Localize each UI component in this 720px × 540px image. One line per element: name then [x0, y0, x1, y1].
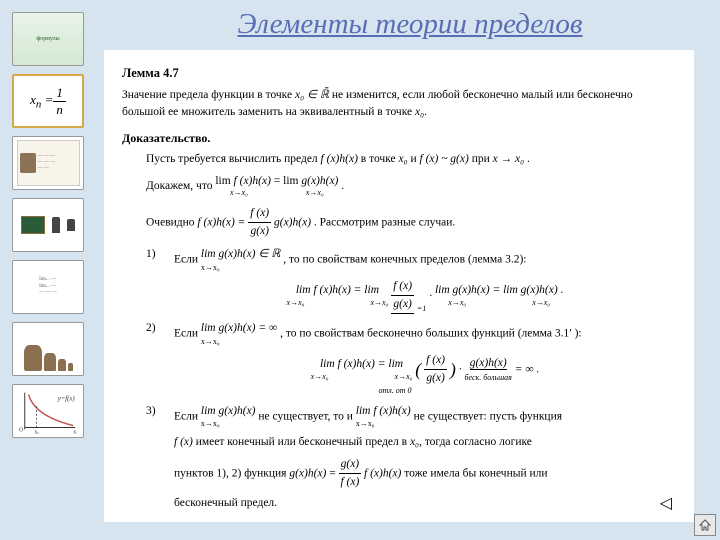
svg-text:O: O: [19, 427, 23, 433]
lemma-statement: Значение предела функции в точке x₀ ∈ ℝ̄…: [122, 87, 676, 122]
svg-text:x₀: x₀: [34, 429, 39, 434]
lemma-heading: Лемма 4.7: [122, 64, 676, 83]
slide-thumbnails: формулы xn = 1 n — — —— — —— — lim... —l…: [12, 12, 84, 438]
thumb-2[interactable]: xn = 1 n: [12, 74, 84, 128]
thumb-6[interactable]: [12, 322, 84, 376]
content-panel: Лемма 4.7 Значение предела функции в точ…: [104, 50, 694, 522]
thumb-3[interactable]: — — —— — —— —: [12, 136, 84, 190]
svg-text:x: x: [73, 429, 76, 434]
home-button[interactable]: [694, 514, 716, 536]
proof-body: Пусть требуется вычислить предел f (x)h(…: [122, 151, 676, 512]
thumb-5[interactable]: lim... —lim... —— — —: [12, 260, 84, 314]
prev-slide-icon[interactable]: ◁: [660, 492, 672, 516]
thumb-1[interactable]: формулы: [12, 12, 84, 66]
svg-text:y=f(x): y=f(x): [57, 395, 76, 402]
thumb-4[interactable]: [12, 198, 84, 252]
thumb-7[interactable]: y=f(x) O x₀ x: [12, 384, 84, 438]
proof-heading: Доказательство.: [122, 129, 676, 147]
page-title: Элементы теории пределов: [120, 8, 700, 41]
